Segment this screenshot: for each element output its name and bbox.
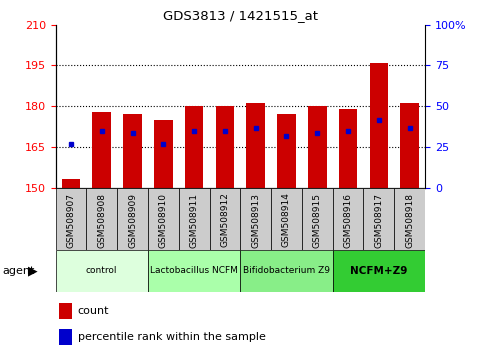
Bar — [123, 114, 142, 188]
Text: count: count — [78, 306, 109, 316]
Text: GSM508913: GSM508913 — [251, 193, 260, 247]
Text: GSM508910: GSM508910 — [159, 193, 168, 247]
Bar — [62, 179, 80, 188]
Bar — [364, 188, 394, 250]
Text: NCFM+Z9: NCFM+Z9 — [350, 266, 408, 276]
Text: agent: agent — [2, 266, 35, 276]
Bar — [215, 106, 234, 188]
Text: Bifidobacterium Z9: Bifidobacterium Z9 — [243, 266, 330, 275]
Bar — [277, 114, 296, 188]
Text: Lactobacillus NCFM: Lactobacillus NCFM — [150, 266, 238, 275]
Bar — [185, 106, 203, 188]
Text: GSM508917: GSM508917 — [374, 193, 384, 247]
Text: GSM508908: GSM508908 — [97, 193, 106, 247]
Bar — [308, 106, 327, 188]
Bar — [179, 188, 210, 250]
Text: GSM508918: GSM508918 — [405, 193, 414, 247]
Bar — [59, 329, 72, 345]
Text: GSM508912: GSM508912 — [220, 193, 229, 247]
Bar — [92, 112, 111, 188]
Bar — [240, 188, 271, 250]
Bar — [246, 103, 265, 188]
Bar — [302, 188, 333, 250]
Bar — [56, 188, 86, 250]
Bar — [117, 188, 148, 250]
Text: GSM508916: GSM508916 — [343, 193, 353, 247]
Bar — [333, 250, 425, 292]
Bar — [333, 188, 364, 250]
Text: GSM508909: GSM508909 — [128, 193, 137, 247]
Text: GSM508911: GSM508911 — [190, 193, 199, 247]
Text: ▶: ▶ — [28, 264, 38, 277]
Bar — [56, 250, 148, 292]
Bar — [148, 188, 179, 250]
Text: GSM508915: GSM508915 — [313, 193, 322, 247]
Bar — [148, 250, 241, 292]
Bar — [369, 63, 388, 188]
Text: GSM508914: GSM508914 — [282, 193, 291, 247]
Bar — [154, 120, 172, 188]
Bar — [86, 188, 117, 250]
Bar — [240, 250, 333, 292]
Text: percentile rank within the sample: percentile rank within the sample — [78, 332, 266, 342]
Text: control: control — [86, 266, 117, 275]
Bar — [59, 303, 72, 319]
Bar — [400, 103, 419, 188]
Title: GDS3813 / 1421515_at: GDS3813 / 1421515_at — [163, 9, 318, 22]
Bar — [394, 188, 425, 250]
Bar — [339, 109, 357, 188]
Bar — [210, 188, 240, 250]
Bar — [271, 188, 302, 250]
Text: GSM508907: GSM508907 — [67, 193, 75, 247]
